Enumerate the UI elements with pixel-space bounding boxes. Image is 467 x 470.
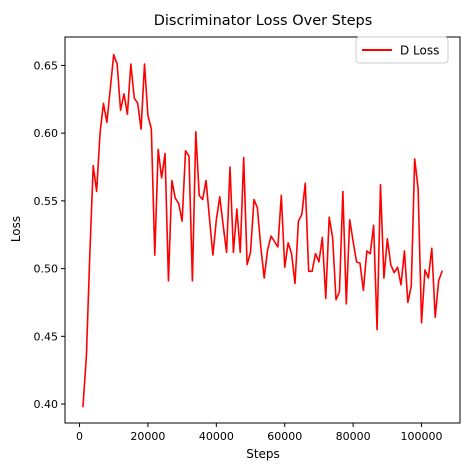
legend-box bbox=[355, 36, 449, 64]
x-axis-label: Steps bbox=[246, 447, 280, 461]
plot-frame bbox=[64, 36, 461, 424]
y-tick-label: 0.65 bbox=[34, 59, 59, 72]
x-axis-ticks: 0 20000 40000 60000 80000 100000 bbox=[76, 423, 443, 443]
chart-title: Discriminator Loss Over Steps bbox=[154, 13, 373, 29]
x-tick-label: 80000 bbox=[336, 430, 371, 443]
y-tick-label: 0.55 bbox=[34, 195, 59, 208]
x-tick-label: 0 bbox=[76, 430, 83, 443]
x-tick-label: 100000 bbox=[401, 430, 443, 443]
y-tick-label: 0.60 bbox=[34, 127, 59, 140]
x-tick-label: 20000 bbox=[130, 430, 165, 443]
y-axis-label: Loss bbox=[9, 216, 23, 242]
y-tick-label: 0.40 bbox=[34, 398, 59, 411]
plot-area bbox=[64, 36, 461, 424]
y-tick-label: 0.45 bbox=[34, 330, 59, 343]
y-tick-label: 0.50 bbox=[34, 263, 59, 276]
legend-label-d-loss: D Loss bbox=[400, 44, 439, 58]
legend: D Loss bbox=[355, 36, 449, 64]
y-axis-ticks: 0.40 0.45 0.50 0.55 0.60 0.65 bbox=[34, 59, 65, 411]
series-line-d-loss bbox=[82, 53, 443, 408]
x-tick-label: 60000 bbox=[267, 430, 302, 443]
x-tick-label: 40000 bbox=[199, 430, 234, 443]
